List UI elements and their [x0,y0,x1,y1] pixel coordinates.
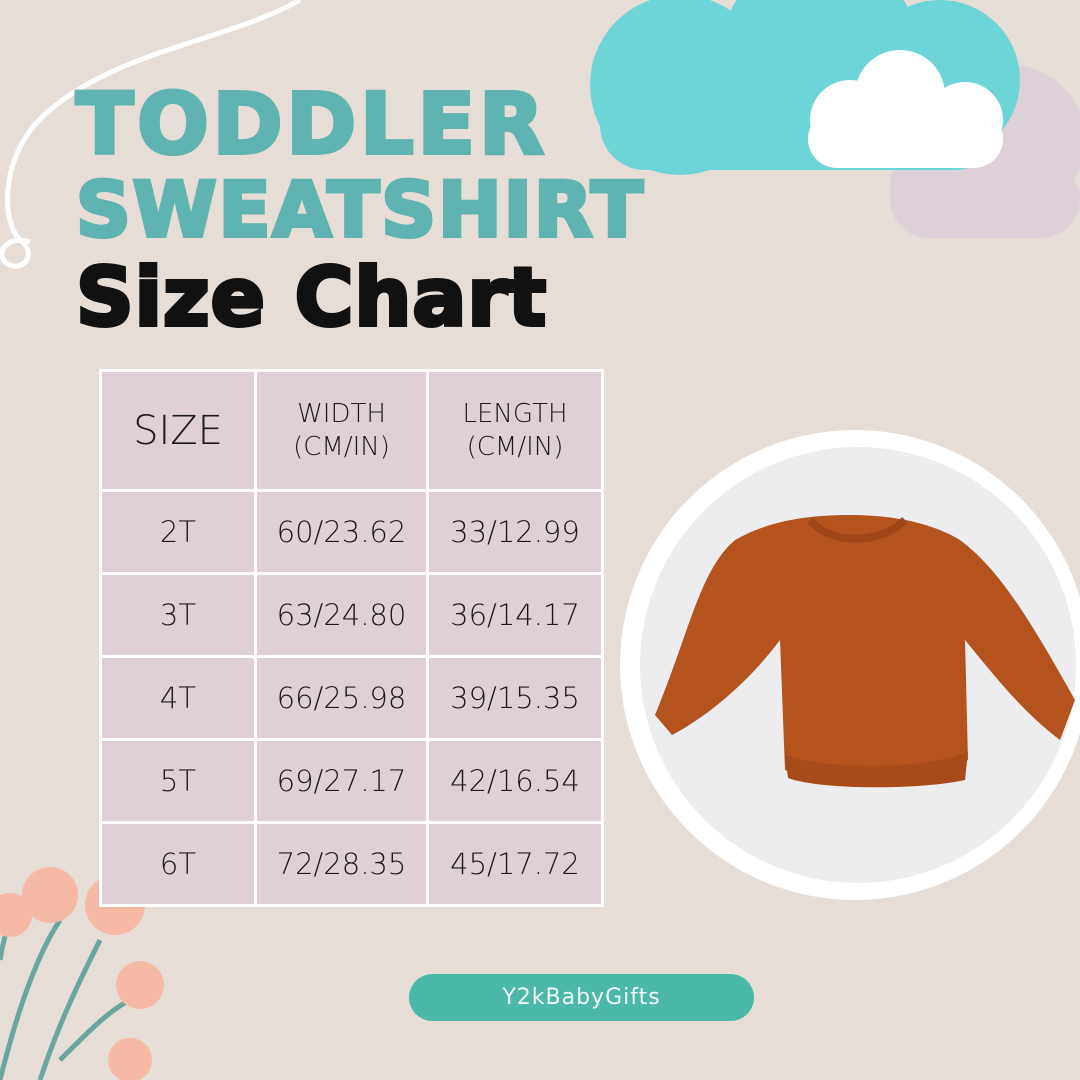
header-length: LENGTH (CM/IN) [426,369,604,492]
swirl-line [0,0,302,269]
cell-width: 66/25.98 [254,655,429,741]
cell-size: 6T [99,821,257,907]
title-line-toddler: TODDLER [74,75,548,173]
sweatshirt-image [655,515,1075,788]
cell-width: 69/27.17 [254,738,429,824]
header-size: SIZE [99,369,257,492]
table-header-row: SIZE WIDTH (CM/IN) LENGTH (CM/IN) [99,369,604,492]
title-line-size-chart: Size Chart [74,251,548,344]
table-row: 4T 66/25.98 39/15.35 [99,655,604,741]
size-chart-table: SIZE WIDTH (CM/IN) LENGTH (CM/IN) 2T 60/23.… [99,369,604,907]
cell-size: 5T [99,738,257,824]
title-line-sweatshirt: SWEATSHIRT [74,165,645,254]
cell-width: 63/24.80 [254,572,429,658]
cell-size: 4T [99,655,257,741]
cell-length: 45/17.72 [426,821,604,907]
cell-width: 72/28.35 [254,821,429,907]
cell-length: 33/12.99 [426,489,604,575]
cell-size: 3T [99,572,257,658]
header-width: WIDTH (CM/IN) [254,369,429,492]
table-row: 2T 60/23.62 33/12.99 [99,489,604,575]
table-row: 3T 63/24.80 36/14.17 [99,572,604,658]
table-row: 6T 72/28.35 45/17.72 [99,821,604,907]
header-length-label: LENGTH [462,399,568,429]
table-row: 5T 69/27.17 42/16.54 [99,738,604,824]
cell-width: 60/23.62 [254,489,429,575]
cell-size: 2T [99,489,257,575]
header-width-unit: (CM/IN) [293,431,390,462]
header-width-label: WIDTH [297,399,386,429]
cell-length: 36/14.17 [426,572,604,658]
white-cloud [808,50,1003,168]
brand-badge: Y2kBabyGifts [409,974,754,1021]
cell-length: 42/16.54 [426,738,604,824]
cell-length: 39/15.35 [426,655,604,741]
header-length-unit: (CM/IN) [466,431,564,462]
